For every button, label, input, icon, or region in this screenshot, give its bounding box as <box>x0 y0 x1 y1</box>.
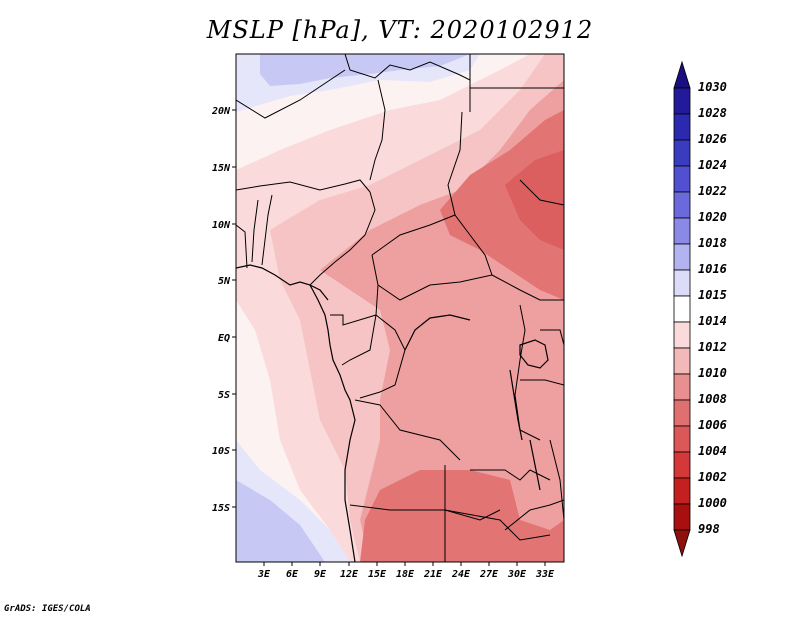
colorbar-level-label: 1002 <box>698 470 727 484</box>
colorbar <box>673 60 691 558</box>
grads-credit: GrADS: IGES/COLA <box>4 604 91 614</box>
border-angola-zambia <box>444 465 501 521</box>
colorbar-level-label: 1022 <box>698 184 727 198</box>
longitude-axis: 3E 6E 9E 12E 15E 18E 21E 24E 27E 30E 33E <box>257 562 555 580</box>
colorbar-level-label: 1014 <box>698 314 727 328</box>
border-tanzania <box>520 379 564 386</box>
border-nigeria-north <box>236 179 371 193</box>
coast-west-africa <box>236 264 356 562</box>
colorbar-segment <box>673 373 691 401</box>
border-sudan-ethiopia <box>519 179 564 206</box>
lon-label: 33E <box>535 569 555 580</box>
lat-label: 5N <box>218 276 231 287</box>
colorbar-level-label: 1016 <box>698 262 727 276</box>
border-drc-east <box>514 304 541 441</box>
colorbar-level-label: 998 <box>698 522 720 536</box>
field-high-north-inner <box>260 54 470 86</box>
latitude-axis: 20N 15N 10N 5N EQ 5S 10S 15S <box>211 106 236 514</box>
lat-label: 15S <box>212 503 230 514</box>
field-1006 <box>440 110 564 300</box>
colorbar-segment <box>673 269 691 297</box>
border-namibia <box>349 504 551 541</box>
colorbar-segment <box>673 60 691 89</box>
colorbar-segment <box>673 243 691 271</box>
colorbar-level-label: 1026 <box>698 132 727 146</box>
border-angola-north <box>354 399 461 461</box>
lon-label: 24E <box>451 569 471 580</box>
border-kenya <box>540 329 564 346</box>
colorbar-level-label: 1018 <box>698 236 727 250</box>
colorbar-segment <box>673 321 691 349</box>
border-niger-chad <box>369 79 386 181</box>
colorbar-segment <box>673 529 691 558</box>
border-car-north <box>371 214 456 256</box>
colorbar-segment <box>673 191 691 219</box>
colorbar-level-label: 1024 <box>698 158 727 172</box>
colorbar-segment <box>673 477 691 505</box>
colorbar-level-label: 1030 <box>698 80 727 94</box>
coast-gulf-guinea <box>309 284 329 301</box>
lon-label: 9E <box>314 569 327 580</box>
colorbar-segment <box>673 113 691 141</box>
border-cameroon-east <box>371 254 379 316</box>
border-south-sudan <box>491 274 564 301</box>
colorbar-segment <box>673 295 691 323</box>
border-algeria-niger <box>236 69 346 119</box>
border-zimbabwe <box>504 499 564 531</box>
colorbar-level-label: 1000 <box>698 496 727 510</box>
colorbar-level-label: 1020 <box>698 210 727 224</box>
border-car-south <box>377 274 493 301</box>
colorbar-segment <box>673 217 691 245</box>
colorbar-level-label: 1006 <box>698 418 727 432</box>
colorbar-level-label: 1004 <box>698 444 727 458</box>
lon-label: 30E <box>507 569 527 580</box>
lake-tanganyika <box>509 369 523 441</box>
lat-label: 10S <box>212 446 230 457</box>
lat-label: 10N <box>212 220 231 231</box>
colorbar-segment <box>673 503 691 531</box>
lon-label: 21E <box>423 569 443 580</box>
colorbar-segment <box>673 165 691 193</box>
field-1006-south <box>360 470 564 562</box>
colorbar-segment <box>673 425 691 453</box>
lon-label: 27E <box>479 569 499 580</box>
lat-label: 20N <box>211 106 231 117</box>
lake-malawi <box>529 439 541 491</box>
colorbar-segment <box>673 139 691 167</box>
border-mozambique <box>549 439 564 521</box>
colorbar-level-label: 1015 <box>698 288 727 302</box>
lon-label: 12E <box>340 569 359 580</box>
colorbar-segment <box>673 87 691 115</box>
coastlines <box>236 264 549 562</box>
border-benin <box>261 194 273 266</box>
colorbar-level-label: 1012 <box>698 340 727 354</box>
map-frame <box>235 53 565 563</box>
colorbar-segment <box>673 399 691 427</box>
lake-victoria <box>519 339 549 369</box>
colorbar-segment <box>673 347 691 375</box>
congo-river <box>404 314 471 351</box>
colorbar-level-label: 1028 <box>698 106 727 120</box>
colorbar-segment <box>673 451 691 479</box>
field-high-southwest-inner <box>236 480 325 562</box>
lon-label: 18E <box>396 569 415 580</box>
lat-label: 15N <box>212 163 231 174</box>
border-algeria-libya <box>344 54 471 112</box>
border-ghana <box>236 224 248 269</box>
lon-label: 3E <box>257 569 271 580</box>
map-title: MSLP [hPa], VT: 2020102912 <box>206 16 594 44</box>
border-congo-drc <box>359 314 406 399</box>
lat-label: 5S <box>218 390 230 401</box>
colorbar-level-label: 1008 <box>698 392 727 406</box>
border-togo <box>251 199 259 263</box>
colorbar-level-label: 1010 <box>698 366 727 380</box>
field-1004 <box>505 150 564 250</box>
lon-label: 15E <box>368 569 387 580</box>
pressure-field <box>236 54 564 562</box>
lat-label: EQ <box>218 333 230 344</box>
border-nigeria-cameroon <box>309 191 376 286</box>
lon-label: 6E <box>286 569 299 580</box>
